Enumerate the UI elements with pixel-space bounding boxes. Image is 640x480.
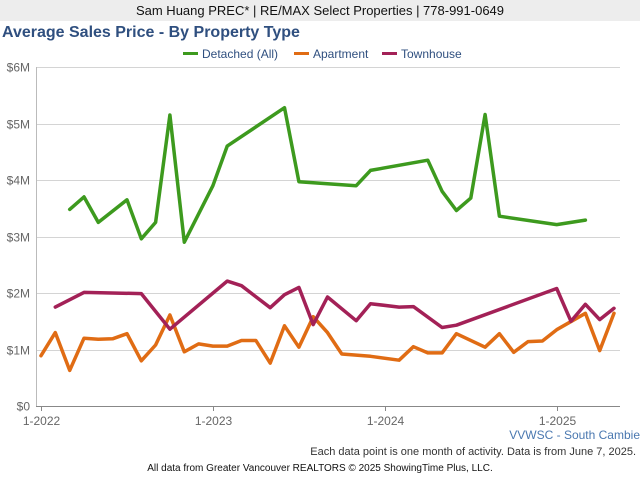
legend-label-detached: Detached (All): [202, 47, 279, 61]
y-tick-label: $6M: [7, 61, 30, 75]
agent-banner: Sam Huang PREC* | RE/MAX Select Properti…: [0, 0, 640, 21]
legend-label-townhouse: Townhouse: [401, 47, 462, 61]
legend-swatch-townhouse: [382, 52, 397, 56]
series-line-detached: [67, 105, 588, 244]
y-tick-label: $1M: [7, 344, 30, 358]
series-line-townhouse: [53, 279, 616, 331]
x-tick-label: 1-2022: [23, 414, 61, 428]
legend-item-townhouse[interactable]: Townhouse: [382, 46, 462, 62]
chart-legend: Detached (All) Apartment Townhouse: [0, 46, 640, 62]
x-tick-label: 1-2025: [539, 414, 577, 428]
y-tick-label: $0: [17, 400, 31, 414]
legend-swatch-detached: [183, 52, 198, 56]
legend-label-apartment: Apartment: [313, 47, 369, 61]
chart-title: Average Sales Price - By Property Type: [2, 24, 300, 41]
agent-info: Sam Huang PREC* | RE/MAX Select Properti…: [135, 3, 505, 18]
legend-swatch-apartment: [294, 52, 309, 56]
data-note: Each data point is one month of activity…: [310, 446, 636, 458]
legend-item-apartment[interactable]: Apartment: [294, 46, 368, 62]
legend-item-detached[interactable]: Detached (All): [183, 46, 278, 62]
x-tick-label: 1-2023: [195, 414, 233, 428]
y-tick-label: $5M: [7, 118, 30, 132]
x-tick-label: 1-2024: [367, 414, 405, 428]
series-line-apartment: [39, 311, 616, 373]
y-tick-label: $2M: [7, 287, 30, 301]
y-tick-label: $4M: [7, 174, 30, 188]
y-tick-label: $3M: [7, 231, 30, 245]
region-label: VVWSC - South Cambie: [509, 428, 640, 442]
data-source: All data from Greater Vancouver REALTORS…: [147, 463, 493, 474]
